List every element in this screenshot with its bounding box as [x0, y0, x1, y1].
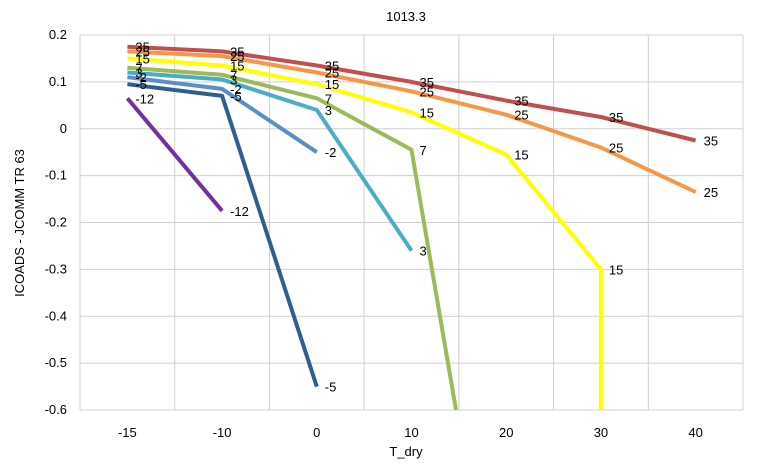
x-tick-label: 40 — [688, 425, 702, 440]
y-axis-ticks: 0.2 0.1 0 -0.1 -0.2 -0.3 -0.4 -0.5 -0.6 — [45, 27, 67, 417]
series-line — [127, 44, 697, 143]
y-axis-label: ICOADS - JCOMM TR 63 — [12, 149, 27, 297]
data-label: 25 — [609, 141, 623, 156]
x-axis-ticks: -15 -10 0 10 20 30 40 — [118, 425, 703, 440]
data-label: 3 — [325, 103, 332, 118]
data-label: -5 — [325, 380, 337, 395]
series-line — [127, 49, 697, 194]
series-line — [127, 75, 318, 154]
data-label: -12 — [135, 91, 154, 106]
data-label: -2 — [325, 145, 337, 160]
data-label: 25 — [704, 185, 718, 200]
data-label: 7 — [230, 68, 237, 83]
data-label: 35 — [704, 133, 718, 148]
data-label: 7 — [325, 91, 332, 106]
data-label: 35 — [135, 40, 149, 55]
y-tick-label: -0.6 — [45, 402, 67, 417]
data-label: 15 — [514, 148, 528, 163]
x-tick-label: 0 — [313, 425, 320, 440]
data-label: 35 — [609, 110, 623, 125]
series-lines — [125, 44, 697, 411]
y-tick-label: -0.1 — [45, 168, 67, 183]
data-label: 35 — [514, 94, 528, 109]
data-label: 25 — [135, 44, 149, 59]
data-label: 15 — [230, 58, 244, 73]
series-line — [127, 65, 458, 411]
data-label: 15 — [135, 51, 149, 66]
x-tick-label: 20 — [499, 425, 513, 440]
data-label: -12 — [230, 204, 249, 219]
series-line — [125, 97, 224, 213]
data-label: 7 — [135, 61, 142, 76]
x-tick-label: 10 — [404, 425, 418, 440]
data-label: -2 — [230, 82, 242, 97]
data-label: 15 — [325, 77, 339, 92]
chart-title: 1013.3 — [386, 9, 426, 24]
x-axis-label: T_dry — [389, 444, 423, 459]
x-tick-label: -10 — [213, 425, 232, 440]
y-tick-label: -0.5 — [45, 355, 67, 370]
series-line — [127, 56, 603, 410]
x-tick-label: 30 — [594, 425, 608, 440]
series-line — [127, 82, 319, 388]
gridlines — [79, 34, 744, 411]
data-label: 7 — [420, 143, 427, 158]
data-label: -2 — [135, 70, 147, 85]
data-label: 3 — [230, 73, 237, 88]
y-tick-label: -0.2 — [45, 215, 67, 230]
data-label: 35 — [325, 58, 339, 73]
data-label: 25 — [420, 84, 434, 99]
data-label: -5 — [230, 89, 242, 104]
data-label: 25 — [325, 66, 339, 81]
y-tick-label: -0.4 — [45, 308, 67, 323]
data-label: 15 — [609, 262, 623, 277]
data-label: 25 — [514, 108, 528, 123]
y-tick-label: 0 — [60, 121, 67, 136]
data-label: 35 — [230, 44, 244, 59]
y-tick-label: 0.2 — [49, 27, 67, 42]
data-label: 35 — [420, 75, 434, 90]
data-label: 15 — [420, 105, 434, 120]
data-label: 3 — [420, 244, 427, 259]
y-tick-label: -0.3 — [45, 261, 67, 276]
y-tick-label: 0.1 — [49, 74, 67, 89]
x-tick-label: -15 — [118, 425, 137, 440]
data-label: 3 — [135, 66, 142, 81]
data-label: 25 — [230, 49, 244, 64]
series-line — [127, 70, 414, 252]
data-label: -5 — [135, 77, 147, 92]
